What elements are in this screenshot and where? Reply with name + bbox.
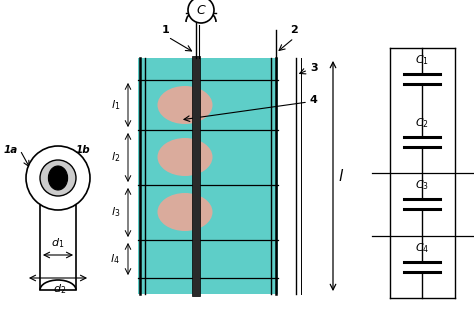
Text: $C_3$: $C_3$ [415, 179, 429, 192]
Text: $l_2$: $l_2$ [111, 150, 120, 164]
Text: 4: 4 [310, 95, 318, 105]
Circle shape [188, 0, 214, 23]
Text: 3: 3 [310, 63, 318, 73]
Ellipse shape [157, 86, 212, 124]
Bar [192, 56, 200, 296]
Text: $\it{l}$: $\it{l}$ [338, 168, 344, 184]
Text: 1b: 1b [76, 145, 91, 155]
Text: 1: 1 [162, 25, 170, 35]
Text: $l_4$: $l_4$ [110, 252, 120, 266]
Circle shape [26, 146, 90, 210]
Bar [40, 205, 76, 290]
Text: $C_4$: $C_4$ [415, 241, 429, 255]
Text: $d_1$: $d_1$ [51, 236, 64, 250]
Text: $C_1$: $C_1$ [415, 53, 429, 67]
Text: $l_3$: $l_3$ [110, 205, 120, 219]
Bar [138, 58, 278, 294]
Ellipse shape [48, 166, 68, 190]
Text: $\mathit{C}$: $\mathit{C}$ [196, 4, 206, 17]
Ellipse shape [157, 138, 212, 176]
Ellipse shape [157, 193, 212, 231]
Text: 2: 2 [290, 25, 298, 35]
Text: $l_1$: $l_1$ [110, 98, 120, 112]
Text: $d_2$: $d_2$ [54, 282, 67, 296]
Circle shape [40, 160, 76, 196]
Text: $C_2$: $C_2$ [415, 116, 429, 130]
Text: 1a: 1a [4, 145, 18, 155]
